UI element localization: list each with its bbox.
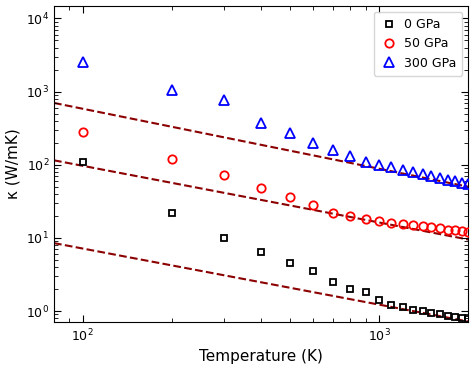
50 GPa	[400, 222, 406, 226]
50 GPa	[452, 228, 458, 232]
50 GPa	[330, 211, 336, 215]
50 GPa	[80, 130, 86, 134]
0 GPa	[389, 303, 394, 307]
300 GPa	[221, 98, 227, 102]
50 GPa	[437, 226, 443, 231]
0 GPa	[445, 314, 450, 319]
300 GPa	[330, 148, 336, 152]
Line: 300 GPa: 300 GPa	[78, 58, 474, 189]
0 GPa	[419, 309, 425, 313]
300 GPa	[310, 141, 316, 145]
50 GPa	[389, 221, 394, 225]
0 GPa	[363, 290, 368, 295]
0 GPa	[452, 315, 458, 320]
50 GPa	[347, 214, 353, 218]
0 GPa	[221, 236, 227, 240]
50 GPa	[428, 225, 434, 229]
300 GPa	[258, 121, 264, 125]
300 GPa	[437, 176, 443, 181]
50 GPa	[419, 224, 425, 228]
Line: 50 GPa: 50 GPa	[79, 128, 473, 236]
X-axis label: Temperature (K): Temperature (K)	[199, 349, 323, 364]
300 GPa	[410, 169, 416, 174]
0 GPa	[169, 211, 175, 215]
300 GPa	[376, 162, 382, 167]
50 GPa	[410, 223, 416, 227]
0 GPa	[330, 280, 336, 284]
0 GPa	[400, 305, 406, 309]
50 GPa	[363, 217, 368, 222]
50 GPa	[287, 195, 293, 199]
50 GPa	[465, 229, 471, 234]
0 GPa	[459, 316, 465, 320]
50 GPa	[445, 228, 450, 232]
50 GPa	[258, 186, 264, 190]
0 GPa	[80, 159, 86, 164]
300 GPa	[419, 172, 425, 176]
300 GPa	[459, 181, 465, 185]
300 GPa	[452, 179, 458, 183]
0 GPa	[437, 312, 443, 317]
300 GPa	[389, 165, 394, 169]
0 GPa	[410, 307, 416, 312]
0 GPa	[428, 310, 434, 315]
300 GPa	[363, 159, 368, 164]
50 GPa	[169, 157, 175, 161]
300 GPa	[169, 88, 175, 92]
300 GPa	[445, 178, 450, 182]
50 GPa	[310, 203, 316, 208]
0 GPa	[310, 269, 316, 273]
300 GPa	[465, 182, 471, 186]
300 GPa	[428, 174, 434, 178]
0 GPa	[287, 261, 293, 266]
0 GPa	[376, 298, 382, 303]
Line: 0 GPa: 0 GPa	[79, 158, 472, 323]
300 GPa	[400, 167, 406, 172]
300 GPa	[287, 131, 293, 135]
0 GPa	[258, 249, 264, 254]
50 GPa	[459, 229, 465, 233]
300 GPa	[347, 154, 353, 159]
50 GPa	[221, 173, 227, 178]
0 GPa	[465, 317, 471, 321]
Y-axis label: κ (W/mK): κ (W/mK)	[6, 129, 20, 199]
50 GPa	[376, 219, 382, 223]
Legend: 0 GPa, 50 GPa, 300 GPa: 0 GPa, 50 GPa, 300 GPa	[374, 12, 462, 76]
0 GPa	[347, 287, 353, 291]
300 GPa	[80, 60, 86, 65]
